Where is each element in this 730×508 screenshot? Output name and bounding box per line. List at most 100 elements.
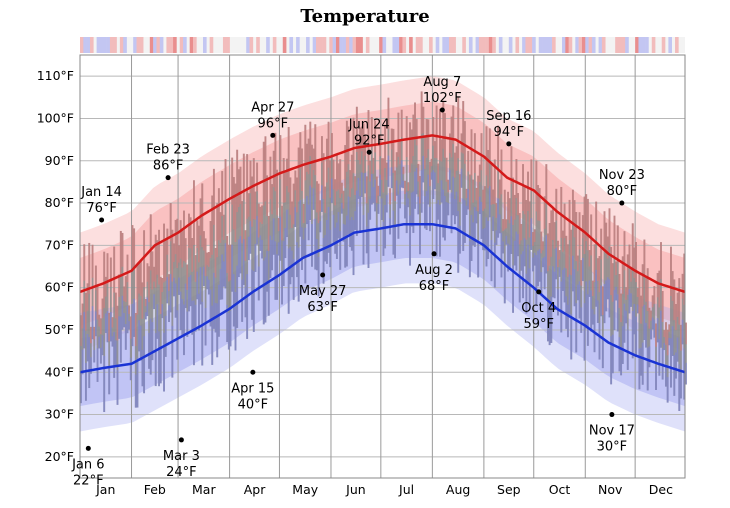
normal-lines bbox=[79, 134, 686, 374]
daily-high-tint bbox=[186, 264, 189, 290]
daily-low-tint bbox=[560, 281, 563, 333]
daily-high-tint bbox=[392, 128, 395, 173]
daily-high-tint bbox=[340, 182, 343, 194]
daily-high-tint bbox=[640, 295, 642, 324]
daily-high-tint bbox=[520, 224, 523, 241]
daily-range-bar bbox=[252, 158, 255, 332]
anomaly-day-mark bbox=[272, 37, 277, 53]
daily-low-tint bbox=[601, 339, 604, 369]
anomaly-day-mark bbox=[136, 37, 141, 53]
daily-range-bar bbox=[337, 163, 340, 239]
daily-high-tint bbox=[681, 273, 684, 299]
daily-range-bar bbox=[472, 179, 475, 246]
daily-high-tint bbox=[252, 158, 255, 219]
daily-low-tint bbox=[232, 274, 235, 327]
daily-range-bar bbox=[319, 200, 322, 233]
daily-range-bar bbox=[651, 295, 654, 330]
daily-high-tint bbox=[530, 159, 533, 192]
daily-high-tint bbox=[342, 190, 345, 209]
daily-range-bar bbox=[360, 126, 363, 198]
anomaly-day-mark bbox=[522, 37, 526, 53]
daily-low-tint bbox=[518, 271, 521, 303]
daily-high-tint bbox=[468, 174, 471, 211]
daily-low-tint bbox=[500, 232, 503, 278]
daily-low-tint bbox=[332, 214, 335, 245]
daily-range-bar bbox=[542, 241, 544, 268]
daily-range-bar bbox=[460, 133, 463, 188]
record-value-label: 59°F bbox=[523, 317, 554, 332]
daily-low-tint bbox=[284, 228, 287, 259]
daily-high-tint bbox=[239, 166, 242, 205]
daily-range-bar bbox=[163, 223, 165, 392]
daily-range-bar bbox=[178, 245, 180, 295]
daily-high-tint bbox=[297, 147, 300, 202]
daily-low-tint bbox=[493, 242, 496, 288]
daily-low-tint bbox=[402, 180, 405, 189]
daily-high-tint bbox=[517, 193, 519, 216]
daily-low-tint bbox=[121, 295, 124, 330]
daily-high-tint bbox=[94, 265, 97, 291]
daily-high-tint bbox=[221, 171, 224, 216]
anomaly-day-mark bbox=[399, 37, 403, 53]
daily-high-tint bbox=[111, 317, 114, 328]
daily-low-tint bbox=[344, 224, 347, 268]
daily-high-tint bbox=[532, 232, 534, 246]
daily-low-tint bbox=[581, 257, 584, 282]
daily-high-tint bbox=[578, 212, 581, 250]
daily-high-tint bbox=[673, 279, 676, 321]
anomaly-day-mark bbox=[562, 37, 566, 53]
daily-high-tint bbox=[286, 158, 288, 187]
anomaly-day-mark bbox=[332, 37, 337, 53]
x-tick-label: Sep bbox=[497, 482, 521, 497]
daily-high-tint bbox=[666, 329, 669, 356]
daily-low-tint bbox=[369, 199, 372, 220]
daily-range-bar bbox=[88, 242, 91, 389]
daily-range-bar bbox=[591, 280, 594, 325]
daily-range-bar bbox=[183, 210, 185, 356]
daily-low-tint bbox=[337, 212, 340, 239]
daily-range-bar bbox=[621, 256, 624, 364]
daily-low-tint bbox=[409, 215, 411, 266]
daily-range-bar bbox=[247, 193, 250, 261]
daily-low-tint bbox=[377, 204, 380, 214]
daily-high-tint bbox=[332, 159, 335, 190]
daily-high-tint bbox=[314, 124, 317, 176]
daily-range-bar bbox=[176, 218, 179, 360]
daily-range-bar bbox=[452, 105, 455, 216]
daily-low-tint bbox=[114, 340, 117, 367]
anomaly-day-mark bbox=[578, 37, 583, 53]
daily-range-bar bbox=[522, 164, 524, 299]
daily-range-bar bbox=[563, 203, 566, 303]
daily-low-tint bbox=[174, 283, 177, 318]
daily-high-tint bbox=[399, 140, 401, 165]
daily-high-tint bbox=[161, 278, 164, 293]
daily-low-tint bbox=[590, 290, 593, 332]
daily-low-tint bbox=[136, 357, 139, 408]
daily-high-tint bbox=[289, 177, 292, 215]
anomaly-day-mark bbox=[349, 37, 353, 53]
daily-range-bar bbox=[600, 228, 603, 317]
daily-range-bar bbox=[490, 163, 493, 282]
daily-range-bar bbox=[372, 157, 375, 203]
daily-high-tint bbox=[282, 158, 285, 203]
daily-range-bar bbox=[626, 254, 629, 370]
anomaly-day-mark bbox=[183, 37, 187, 53]
daily-low-tint bbox=[178, 277, 180, 295]
daily-high-tint bbox=[447, 179, 450, 193]
daily-range-bar bbox=[595, 201, 598, 307]
daily-high-tint bbox=[390, 128, 393, 150]
daily-range-bar bbox=[590, 214, 593, 332]
daily-low-tint bbox=[585, 281, 588, 329]
daily-low-tint bbox=[282, 241, 285, 286]
record-value-label: 92°F bbox=[354, 133, 385, 148]
anomaly-day-mark bbox=[635, 37, 639, 53]
daily-range-bar bbox=[523, 186, 526, 267]
x-tick-label: Jan bbox=[95, 482, 115, 497]
plot-border bbox=[79, 54, 686, 479]
daily-range-bar bbox=[259, 206, 262, 251]
daily-low-tint bbox=[357, 177, 360, 199]
daily-range-bar bbox=[143, 230, 146, 394]
daily-high-tint bbox=[437, 163, 440, 184]
daily-low-tint bbox=[144, 312, 147, 320]
daily-high-tint bbox=[377, 185, 380, 196]
